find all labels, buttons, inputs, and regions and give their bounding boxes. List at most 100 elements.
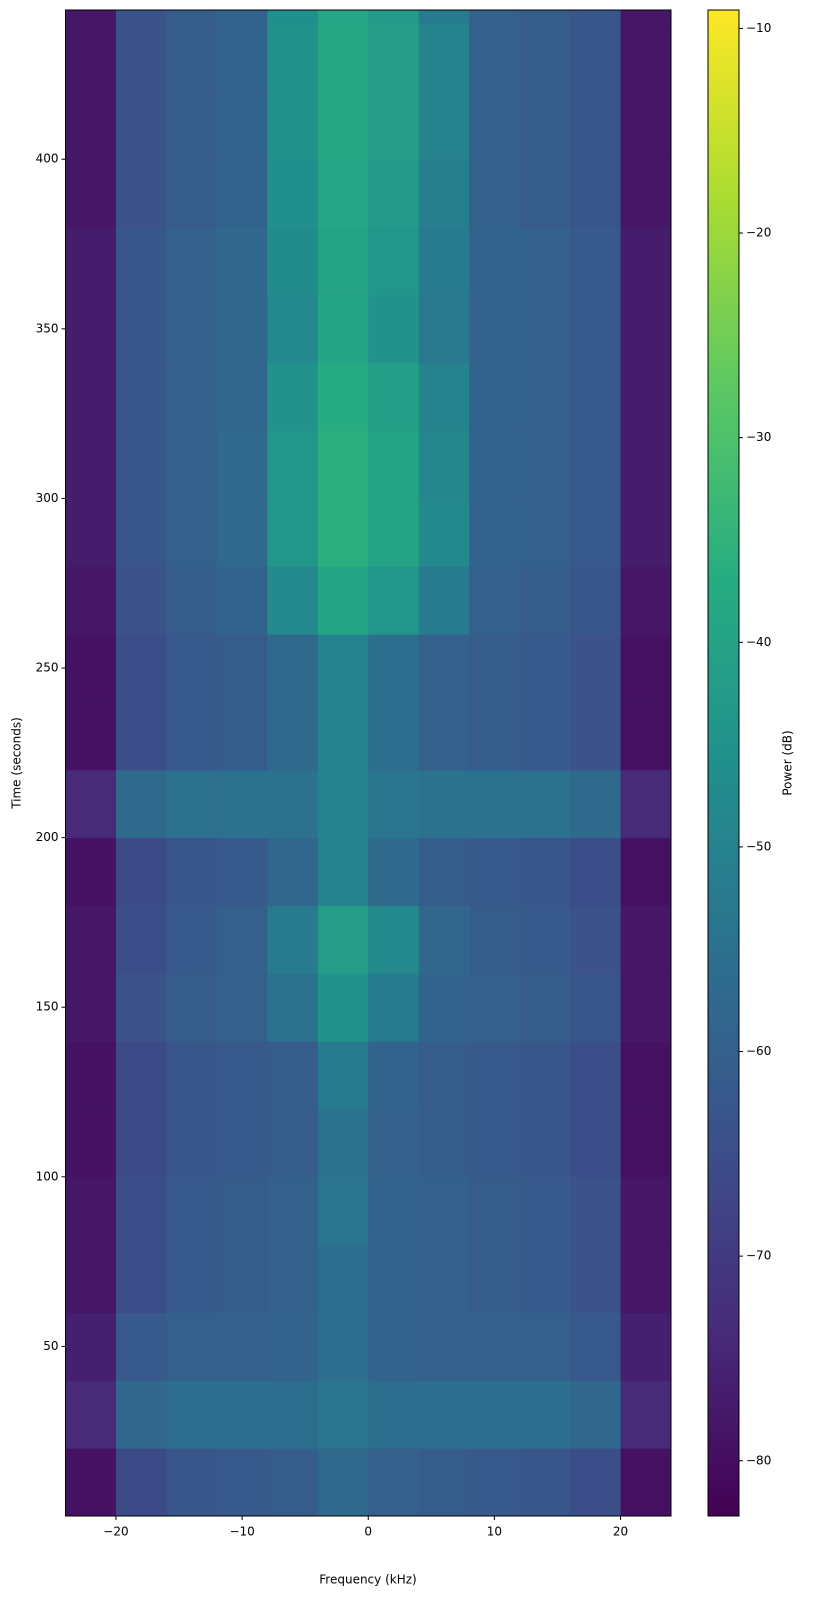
colorbar-tick-label: −30 xyxy=(746,430,771,444)
heatmap-cell xyxy=(216,1108,268,1178)
heatmap-cell xyxy=(216,566,268,635)
heatmap-cell xyxy=(267,10,319,25)
heatmap-cell xyxy=(519,905,571,974)
heatmap-cell xyxy=(65,23,117,92)
heatmap-cell xyxy=(65,1108,117,1178)
heatmap-cell xyxy=(267,1380,319,1449)
heatmap-cell xyxy=(620,566,672,635)
heatmap-cell xyxy=(620,837,672,906)
heatmap-cell xyxy=(166,1041,218,1110)
heatmap-cell xyxy=(418,1176,470,1246)
heatmap-cell xyxy=(267,1448,319,1517)
heatmap-cell xyxy=(519,1244,571,1313)
colorbar-label: Power (dB) xyxy=(781,730,795,795)
heatmap-cell xyxy=(115,1448,167,1517)
heatmap-cell xyxy=(418,159,470,228)
heatmap-cell xyxy=(469,430,521,499)
heatmap-cell xyxy=(267,634,319,703)
heatmap-cell xyxy=(166,91,218,160)
heatmap-cell xyxy=(65,227,117,296)
x-tick-label: −10 xyxy=(229,1525,254,1539)
heatmap-cell xyxy=(570,362,622,432)
x-axis-label: Frequency (kHz) xyxy=(319,1573,416,1587)
heatmap-cell xyxy=(620,23,672,92)
heatmap-cell xyxy=(368,1380,420,1449)
heatmap-cell xyxy=(317,1312,369,1381)
heatmap-cell xyxy=(519,294,571,364)
heatmap-cell xyxy=(418,294,470,364)
heatmap-cell xyxy=(115,1108,167,1178)
y-tick-label: 200 xyxy=(36,830,59,844)
heatmap-cell xyxy=(469,1176,521,1246)
heatmap-cell xyxy=(267,294,319,364)
heatmap-cell xyxy=(519,430,571,499)
heatmap-cell xyxy=(418,227,470,296)
heatmap-cell xyxy=(570,91,622,160)
heatmap-cell xyxy=(368,566,420,635)
x-tick-label: 0 xyxy=(364,1525,372,1539)
heatmap-cell xyxy=(469,701,521,771)
heatmap-cell xyxy=(115,1041,167,1110)
heatmap-cell xyxy=(368,227,420,296)
heatmap-cell xyxy=(368,91,420,160)
y-tick-label: 400 xyxy=(36,152,59,166)
heatmap-cell xyxy=(418,837,470,906)
heatmap-cell xyxy=(166,566,218,635)
heatmap-cell xyxy=(216,701,268,771)
heatmap-cell xyxy=(519,1108,571,1178)
heatmap-cell xyxy=(469,1380,521,1449)
heatmap-cell xyxy=(519,159,571,228)
heatmap-cell xyxy=(317,1176,369,1246)
heatmap-cell xyxy=(418,1041,470,1110)
heatmap-cell xyxy=(469,159,521,228)
heatmap-cell xyxy=(620,905,672,974)
heatmap-cell xyxy=(418,1244,470,1313)
heatmap-cell xyxy=(317,905,369,974)
heatmap-cell xyxy=(418,430,470,499)
heatmap-cell xyxy=(519,837,571,906)
heatmap-cell xyxy=(115,430,167,499)
heatmap-cell xyxy=(368,1244,420,1313)
heatmap-cell xyxy=(317,1108,369,1178)
heatmap-cell xyxy=(317,634,369,703)
heatmap-cell xyxy=(570,1448,622,1517)
heatmap-cell xyxy=(418,362,470,432)
heatmap-cell xyxy=(620,1176,672,1246)
heatmap-cell xyxy=(115,23,167,92)
heatmap-cell xyxy=(368,362,420,432)
heatmap-cell xyxy=(317,1244,369,1313)
heatmap-cell xyxy=(166,362,218,432)
heatmap-cell xyxy=(418,905,470,974)
heatmap-cell xyxy=(368,294,420,364)
heatmap-cell xyxy=(570,566,622,635)
heatmap-cell xyxy=(570,1380,622,1449)
heatmap-cell xyxy=(65,566,117,635)
heatmap-cell xyxy=(267,430,319,499)
heatmap-cell xyxy=(469,769,521,839)
heatmap-cell xyxy=(469,973,521,1042)
heatmap-cell xyxy=(65,701,117,771)
heatmap-cell xyxy=(216,227,268,296)
heatmap-cell xyxy=(519,701,571,771)
heatmap-cell xyxy=(469,1108,521,1178)
heatmap-cell xyxy=(519,10,571,25)
heatmap-cell xyxy=(65,498,117,567)
heatmap-cell xyxy=(216,23,268,92)
heatmap-cell xyxy=(317,227,369,296)
heatmap-cell xyxy=(570,769,622,839)
heatmap-cell xyxy=(115,701,167,771)
heatmap-cell xyxy=(469,1312,521,1381)
heatmap-cell xyxy=(570,1176,622,1246)
heatmap-cell xyxy=(216,498,268,567)
heatmap-cell xyxy=(65,1244,117,1313)
heatmap-cell xyxy=(115,1244,167,1313)
heatmap-cell xyxy=(469,1244,521,1313)
heatmap-cell xyxy=(620,430,672,499)
heatmap-cell xyxy=(65,837,117,906)
heatmap-cell xyxy=(620,769,672,839)
heatmap-cell xyxy=(216,837,268,906)
heatmap-cell xyxy=(519,227,571,296)
heatmap-cell xyxy=(115,905,167,974)
y-tick-label: 150 xyxy=(36,1000,59,1014)
